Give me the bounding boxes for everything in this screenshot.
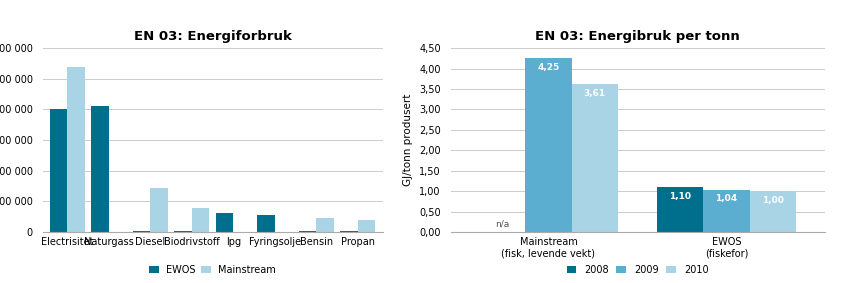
Legend: EWOS, Mainstream: EWOS, Mainstream bbox=[145, 261, 280, 279]
Bar bbox=[340, 231, 358, 232]
Text: 1,00: 1,00 bbox=[762, 196, 784, 205]
Text: 3,61: 3,61 bbox=[584, 89, 606, 98]
Title: EN 03: Energiforbruk: EN 03: Energiforbruk bbox=[133, 30, 292, 43]
Text: 1,04: 1,04 bbox=[716, 194, 738, 203]
Bar bbox=[298, 231, 316, 232]
Text: n/a: n/a bbox=[495, 220, 509, 229]
Bar bbox=[133, 231, 150, 232]
Bar bbox=[150, 188, 167, 232]
Bar bbox=[704, 190, 750, 232]
Title: EN 03: Energibruk per tonn: EN 03: Energibruk per tonn bbox=[536, 30, 740, 43]
Bar bbox=[192, 207, 209, 232]
Text: 1,10: 1,10 bbox=[669, 192, 691, 201]
Legend: 2008, 2009, 2010: 2008, 2009, 2010 bbox=[563, 261, 712, 279]
Text: 4,25: 4,25 bbox=[537, 63, 559, 72]
Bar bbox=[525, 58, 571, 232]
Bar bbox=[92, 106, 109, 232]
Bar bbox=[67, 67, 85, 232]
Bar bbox=[750, 191, 796, 232]
Bar bbox=[657, 187, 704, 232]
Bar bbox=[258, 215, 275, 232]
Bar bbox=[316, 218, 333, 232]
Bar bbox=[50, 110, 67, 232]
Bar bbox=[358, 220, 375, 232]
Bar bbox=[216, 213, 233, 232]
Y-axis label: GJ/tonn produsert: GJ/tonn produsert bbox=[404, 94, 413, 186]
Bar bbox=[174, 231, 192, 232]
Bar bbox=[571, 85, 618, 232]
